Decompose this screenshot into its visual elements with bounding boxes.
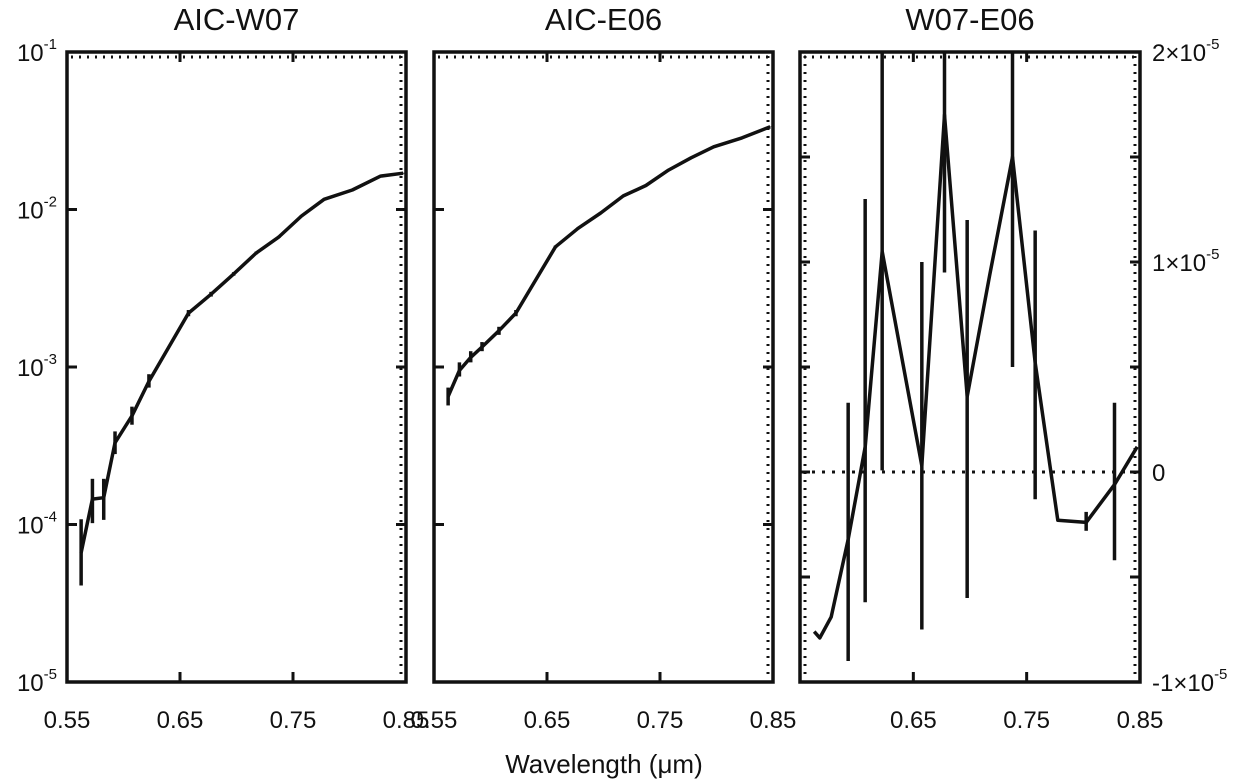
x-axis-label: Wavelength (μm) bbox=[505, 749, 703, 779]
x-tick-label: 0.85 bbox=[1117, 707, 1164, 734]
panel-title: W07-E06 bbox=[905, 2, 1034, 37]
x-tick-label: 0.65 bbox=[157, 707, 204, 734]
series-line bbox=[446, 125, 771, 398]
plot-frame bbox=[798, 50, 1142, 684]
x-tick-label: 0.65 bbox=[890, 707, 937, 734]
panel-title: AIC-E06 bbox=[545, 2, 662, 37]
panel-w07-e06: W07-E06 0.65 0.75 0.85 2×10-5 1×10-5 0 -1×10-5 bbox=[798, 2, 1227, 734]
panel-title: AIC-W07 bbox=[174, 2, 300, 37]
plot-frame bbox=[432, 50, 775, 684]
x-tick-label: 0.75 bbox=[637, 707, 684, 734]
panel-aic-w07: AIC-W07 0.55 0.65 0.75 0.85 10-5 10-4 10-3 10-2… bbox=[17, 2, 429, 734]
y-tick-label: -1×10-5 bbox=[1152, 666, 1227, 697]
y-tick-label: 0 bbox=[1152, 460, 1165, 487]
panel-aic-e06: AIC-E06 0.55 0.65 0.75 0.85 bbox=[411, 2, 797, 734]
plot-frame bbox=[65, 50, 408, 684]
y-tick-label: 1×10-5 bbox=[1152, 246, 1219, 277]
y-tick-label: 10-2 bbox=[17, 194, 57, 225]
series-line bbox=[79, 171, 404, 554]
x-tick-label: 0.75 bbox=[1003, 707, 1050, 734]
x-tick-label: 0.65 bbox=[524, 707, 571, 734]
x-tick-label: 0.55 bbox=[411, 707, 458, 734]
y-tick-label: 10-1 bbox=[17, 36, 57, 67]
x-tick-label: 0.85 bbox=[750, 707, 797, 734]
y-tick-label: 10-4 bbox=[17, 509, 57, 540]
x-tick-label: 0.85 bbox=[383, 707, 430, 734]
x-tick-label: 0.75 bbox=[270, 707, 317, 734]
x-tick-label: 0.55 bbox=[44, 707, 91, 734]
y-tick-label: 10-5 bbox=[17, 666, 57, 697]
y-tick-label: 2×10-5 bbox=[1152, 36, 1219, 67]
series-line bbox=[812, 113, 1139, 640]
y-tick-label: 10-3 bbox=[17, 351, 57, 382]
